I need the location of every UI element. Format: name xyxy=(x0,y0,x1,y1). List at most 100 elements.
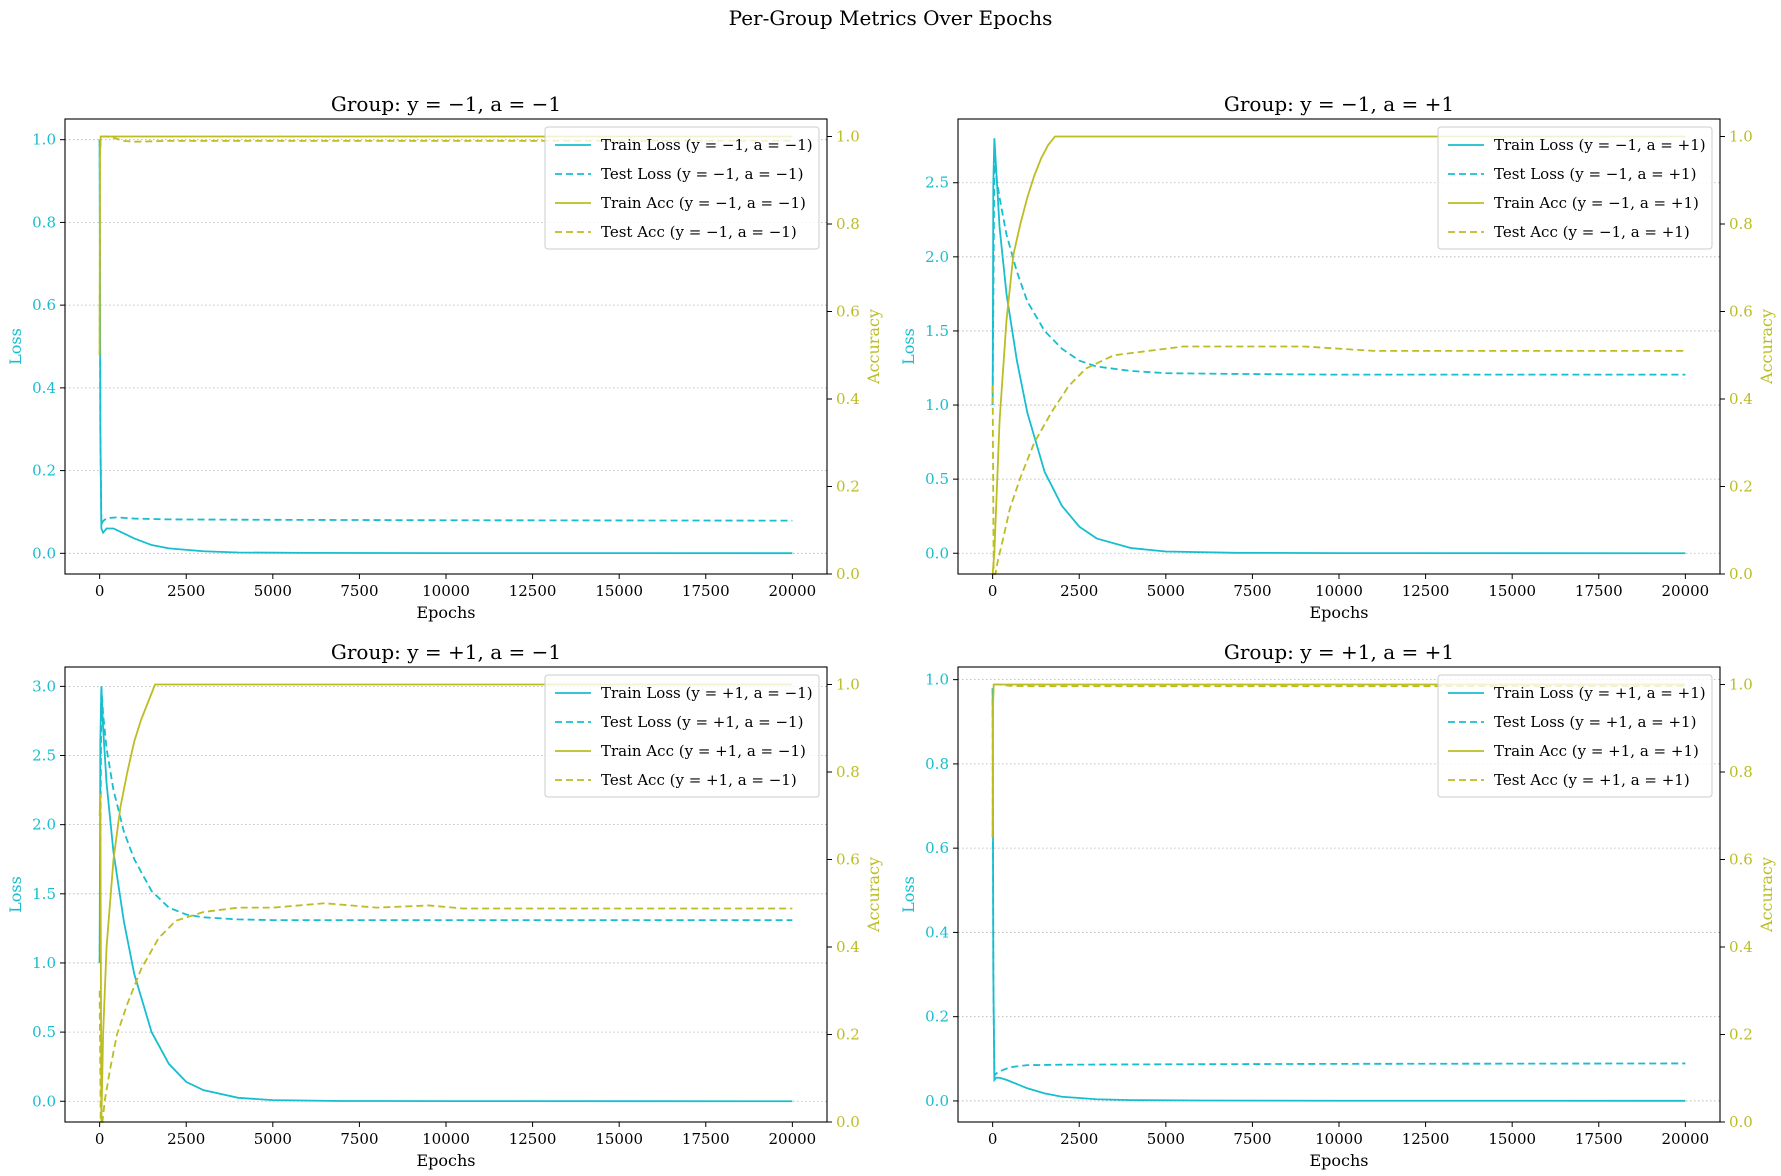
y-left-tick-label-1: 0.5 xyxy=(32,1023,56,1041)
y-right-tick-label-1: 0.2 xyxy=(1729,1026,1753,1044)
series-line-2 xyxy=(991,153,1686,406)
y-right-tick-label-0: 0.0 xyxy=(836,565,860,583)
legend-label-1: Train Loss (y = −1, a = −1) xyxy=(601,136,813,154)
series-line-1 xyxy=(98,139,793,555)
panel-title: Group: y = −1, a = −1 xyxy=(331,92,561,116)
x-axis-label: Epochs xyxy=(1309,603,1368,622)
legend-label-4: Test Acc (y = −1, a = −1) xyxy=(601,223,797,241)
x-tick-label-6: 15000 xyxy=(1488,582,1536,600)
y-right-tick-label-3: 0.6 xyxy=(836,851,860,869)
y-right-tick-label-4: 0.8 xyxy=(836,215,860,233)
x-tick-label-8: 20000 xyxy=(1662,1130,1710,1148)
x-tick-label-5: 12500 xyxy=(1402,582,1450,600)
series-line-2 xyxy=(98,686,793,963)
y-left-tick-label-0: 0.0 xyxy=(32,1092,56,1110)
x-tick-label-0: 0 xyxy=(95,1130,105,1148)
legend-label-1: Train Loss (y = +1, a = −1) xyxy=(601,684,813,702)
y-right-tick-label-5: 1.0 xyxy=(836,676,860,694)
x-tick-label-6: 15000 xyxy=(595,582,643,600)
legend: Train Loss (y = −1, a = −1) Test Loss (y … xyxy=(544,126,820,250)
y-right-tick-label-5: 1.0 xyxy=(1729,128,1753,146)
x-tick-label-6: 15000 xyxy=(1488,1130,1536,1148)
y-left-tick-label-2: 1.0 xyxy=(925,396,949,414)
y-left-tick-label-4: 0.8 xyxy=(32,213,56,231)
legend: Train Loss (y = +1, a = +1) Test Loss (y … xyxy=(1437,674,1713,798)
figure-title: Per-Group Metrics Over Epochs xyxy=(728,6,1053,30)
y-right-tick-label-2: 0.4 xyxy=(836,938,860,956)
y-left-tick-label-1: 0.5 xyxy=(925,470,949,488)
legend-label-1: Train Loss (y = −1, a = +1) xyxy=(1494,136,1706,154)
panel-2: 0 2500 5000 7500 10000 12500 15000 17500 20000 0.… xyxy=(899,92,1776,622)
y-right-tick-label-2: 0.4 xyxy=(1729,938,1753,956)
series-line-3 xyxy=(98,135,793,356)
y-right-tick-label-5: 1.0 xyxy=(1729,676,1753,694)
legend-box xyxy=(1437,126,1713,250)
y-left-tick-label-3: 0.6 xyxy=(32,296,56,314)
x-tick-label-8: 20000 xyxy=(769,1130,817,1148)
x-tick-label-5: 12500 xyxy=(509,582,557,600)
x-tick-label-3: 7500 xyxy=(340,1130,378,1148)
x-axis-label: Epochs xyxy=(416,603,475,622)
y-right-tick-label-5: 1.0 xyxy=(836,128,860,146)
y-right-tick-label-1: 0.2 xyxy=(836,478,860,496)
panel-1: 0 2500 5000 7500 10000 12500 15000 17500 20000 0.… xyxy=(6,92,883,622)
y-left-axis-label: Loss xyxy=(899,328,918,365)
y-right-axis-label: Accuracy xyxy=(864,309,883,385)
legend-box xyxy=(1437,674,1713,798)
legend-box xyxy=(544,126,820,250)
x-tick-label-0: 0 xyxy=(988,1130,998,1148)
x-tick-label-2: 5000 xyxy=(254,582,292,600)
x-tick-label-7: 17500 xyxy=(682,582,730,600)
x-tick-label-1: 2500 xyxy=(167,1130,205,1148)
y-right-axis-label: Accuracy xyxy=(1757,857,1776,933)
x-tick-label-1: 2500 xyxy=(167,582,205,600)
x-axis-label: Epochs xyxy=(1309,1151,1368,1170)
y-right-tick-label-0: 0.0 xyxy=(1729,1113,1753,1131)
x-tick-label-3: 7500 xyxy=(1233,1130,1271,1148)
y-left-tick-label-2: 0.4 xyxy=(32,379,56,397)
legend-label-2: Test Loss (y = +1, a = +1) xyxy=(1494,713,1696,731)
legend-box xyxy=(544,674,820,798)
panel-title: Group: y = −1, a = +1 xyxy=(1224,92,1454,116)
y-left-tick-label-5: 2.5 xyxy=(925,174,949,192)
y-left-tick-label-1: 0.2 xyxy=(925,1008,949,1026)
y-left-tick-label-0: 0.0 xyxy=(32,544,56,562)
series-line-3 xyxy=(991,683,1686,838)
y-right-tick-label-4: 0.8 xyxy=(1729,763,1753,781)
y-left-tick-label-5: 1.0 xyxy=(925,671,949,689)
y-left-tick-label-1: 0.2 xyxy=(32,462,56,480)
x-tick-label-8: 20000 xyxy=(1662,582,1710,600)
x-tick-label-8: 20000 xyxy=(769,582,817,600)
legend-label-2: Test Loss (y = +1, a = −1) xyxy=(601,713,803,731)
y-left-tick-label-5: 2.5 xyxy=(32,747,56,765)
y-left-tick-label-0: 0.0 xyxy=(925,544,949,562)
x-tick-label-4: 10000 xyxy=(1315,1130,1363,1148)
y-left-tick-label-3: 1.5 xyxy=(32,885,56,903)
y-left-tick-label-2: 1.0 xyxy=(32,954,56,972)
x-tick-label-1: 2500 xyxy=(1060,1130,1098,1148)
y-right-tick-label-0: 0.0 xyxy=(1729,565,1753,583)
y-right-axis-label: Accuracy xyxy=(864,857,883,933)
series-line-3 xyxy=(991,135,1686,575)
series-line-2 xyxy=(98,139,793,525)
legend: Train Loss (y = −1, a = +1) Test Loss (y … xyxy=(1437,126,1713,250)
y-left-tick-label-4: 0.8 xyxy=(925,755,949,773)
y-right-tick-label-1: 0.2 xyxy=(1729,478,1753,496)
x-tick-label-0: 0 xyxy=(988,582,998,600)
y-right-tick-label-3: 0.6 xyxy=(836,303,860,321)
y-left-tick-label-0: 0.0 xyxy=(925,1092,949,1110)
y-left-tick-label-4: 2.0 xyxy=(925,248,949,266)
y-right-tick-label-4: 0.8 xyxy=(836,763,860,781)
y-left-axis-label: Loss xyxy=(6,328,25,365)
x-tick-label-7: 17500 xyxy=(1575,1130,1623,1148)
legend-label-4: Test Acc (y = +1, a = −1) xyxy=(601,771,797,789)
x-tick-label-1: 2500 xyxy=(1060,582,1098,600)
y-right-tick-label-3: 0.6 xyxy=(1729,851,1753,869)
panel-4: 0 2500 5000 7500 10000 12500 15000 17500 20000 0.… xyxy=(899,640,1776,1170)
y-right-tick-label-3: 0.6 xyxy=(1729,303,1753,321)
y-left-tick-label-5: 1.0 xyxy=(32,131,56,149)
x-tick-label-2: 5000 xyxy=(254,1130,292,1148)
legend-label-4: Test Acc (y = −1, a = +1) xyxy=(1494,223,1690,241)
x-tick-label-2: 5000 xyxy=(1147,582,1185,600)
